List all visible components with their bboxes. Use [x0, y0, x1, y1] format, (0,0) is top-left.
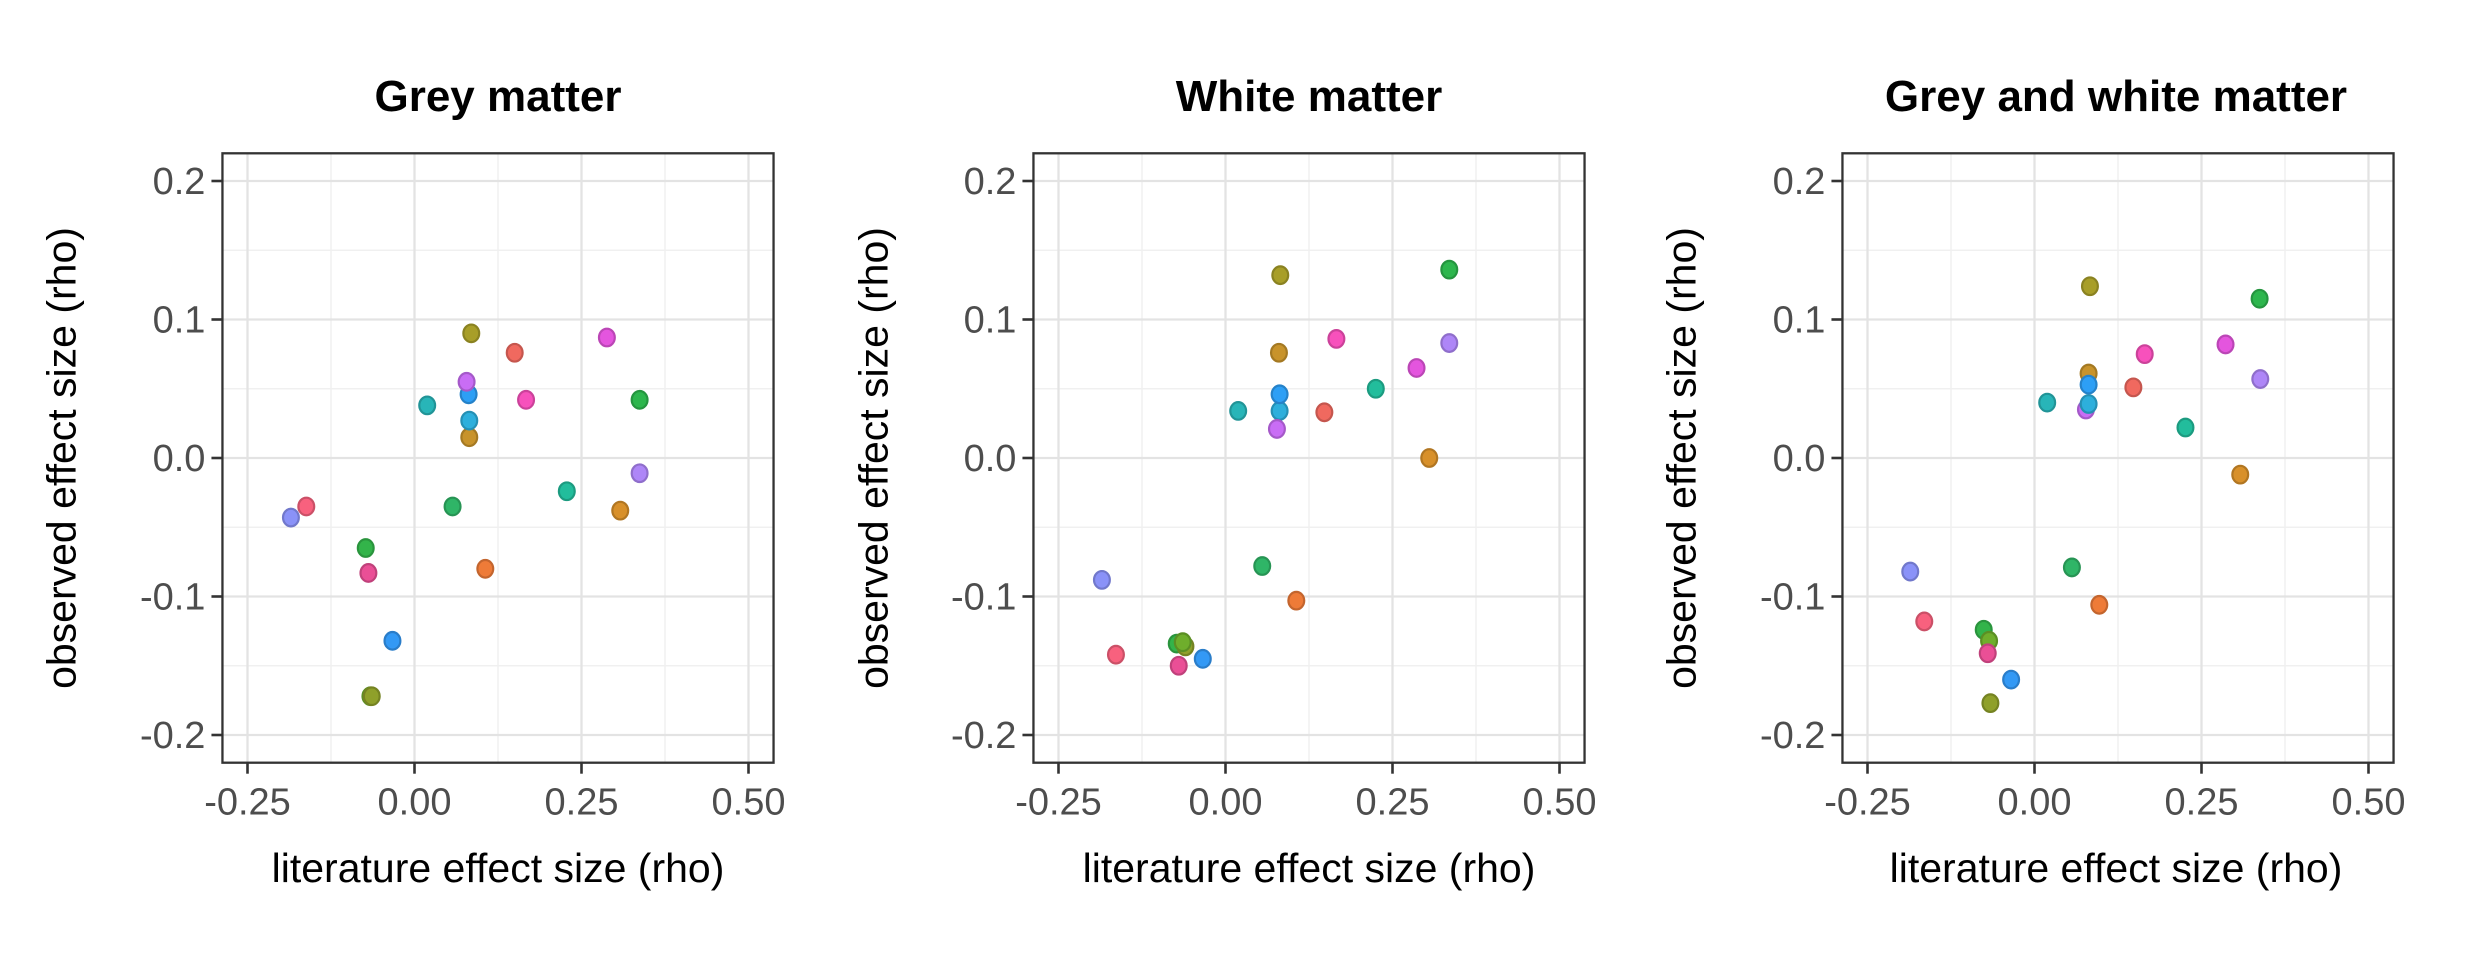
data-point-chartreuse [1173, 632, 1192, 653]
data-point-dark-olive [362, 686, 381, 707]
data-point-mustard [1269, 342, 1288, 363]
y-tick-label: 0.1 [964, 300, 1017, 342]
y-tick-label: 0.0 [964, 438, 1017, 480]
data-point-violet [457, 371, 476, 392]
y-axis-title: observed effect size (rho) [1658, 227, 1705, 689]
data-point-blue [383, 630, 402, 651]
x-tick-label: 0.50 [712, 782, 786, 824]
x-tick-label: 0.25 [2165, 782, 2239, 824]
data-point-periwinkle [281, 507, 300, 528]
y-tick-label: -0.2 [951, 715, 1016, 757]
x-tick-label: 0.25 [545, 782, 619, 824]
data-point-magenta [1407, 358, 1426, 378]
x-tick-label: -0.25 [1015, 782, 1102, 824]
panel-title-white-matter: White matter [1175, 72, 1443, 121]
x-tick-label: 0.50 [1523, 782, 1597, 824]
y-axis-title: observed effect size (rho) [38, 227, 85, 689]
x-tick-label: -0.25 [1824, 782, 1911, 824]
data-point-salmon [505, 342, 524, 363]
y-tick-label: 0.0 [1773, 438, 1826, 480]
data-point-cyan [2079, 394, 2098, 414]
x-tick-label: 0.25 [1356, 782, 1430, 824]
data-point-hot-pink [2135, 344, 2154, 365]
data-point-sky [1270, 384, 1289, 405]
panel-white-matter: -0.25 0.00 0.25 0.50 0.2 0.1 0.0 -0.1 -0.2 [951, 152, 1597, 824]
data-point-spring [557, 481, 576, 502]
data-point-teal [1229, 401, 1248, 421]
y-tick-label: 0.2 [964, 161, 1017, 203]
data-point-hot-pink [517, 389, 536, 410]
x-axis-title: literature effect size (rho) [1889, 845, 2343, 891]
y-tick-label: -0.1 [140, 577, 205, 619]
data-point-emerald [1253, 556, 1272, 576]
data-point-emerald [443, 496, 462, 517]
data-point-purple [1440, 333, 1459, 353]
data-point-teal [418, 395, 437, 416]
panel-grey-and-white-matter: -0.25 0.00 0.25 0.50 0.2 0.1 0.0 -0.1 -0.2 [1760, 152, 2406, 824]
data-point-periwinkle [1092, 569, 1111, 590]
y-tick-label: 0.1 [153, 300, 206, 342]
y-tick-label: -0.1 [951, 577, 1016, 619]
data-point-violet [1267, 419, 1286, 439]
data-point-purple [630, 463, 649, 484]
y-tick-label: 0.0 [153, 438, 206, 480]
data-point-purple [2251, 369, 2270, 389]
data-point-orange [476, 558, 495, 579]
data-point-deep-pink [1169, 655, 1188, 676]
data-point-blue [2002, 669, 2021, 690]
x-tick-label: -0.25 [204, 782, 291, 824]
data-point-deep-pink [1978, 643, 1997, 664]
data-point-rose [1915, 611, 1934, 632]
data-point-orange [1287, 590, 1306, 611]
x-axis-title: literature effect size (rho) [1082, 845, 1536, 891]
data-point-magenta [597, 327, 616, 348]
data-point-orange [2090, 594, 2109, 615]
data-point-salmon [1315, 402, 1334, 423]
data-point-olive [2080, 276, 2099, 297]
y-tick-label: 0.2 [1773, 161, 1826, 203]
y-tick-label: 0.1 [1773, 300, 1826, 342]
data-point-periwinkle [1901, 561, 1920, 582]
data-point-salmon [2124, 377, 2143, 398]
x-axis-title: literature effect size (rho) [271, 845, 725, 891]
data-point-spring [2176, 417, 2195, 438]
x-tick-label: 0.00 [1998, 782, 2072, 824]
data-point-bright-green [630, 389, 649, 410]
data-point-green [356, 538, 375, 558]
x-tick-label: 0.00 [1189, 782, 1263, 824]
data-point-mustard [460, 427, 479, 448]
y-tick-label: -0.2 [140, 715, 205, 757]
y-axis-title: observed effect size (rho) [850, 227, 897, 689]
data-point-teal [2038, 392, 2057, 413]
y-tick-label: -0.1 [1760, 577, 1825, 619]
data-point-olive [1271, 265, 1290, 286]
panel-title-grey-and-white-matter: Grey and white matter [1884, 72, 2348, 121]
data-point-bright-green [2250, 288, 2269, 309]
x-tick-label: 0.50 [2332, 782, 2406, 824]
data-point-olive [462, 323, 481, 344]
x-tick-label: 0.00 [378, 782, 452, 824]
data-point-sky [2079, 374, 2098, 395]
data-point-bright-green [1440, 259, 1459, 280]
data-point-hot-pink [1327, 328, 1346, 349]
data-point-amber [2231, 464, 2250, 485]
data-point-amber [1420, 448, 1439, 468]
data-point-blue [1193, 648, 1212, 669]
data-point-spring [1366, 378, 1385, 399]
data-point-deep-pink [359, 563, 378, 583]
data-point-cyan [460, 410, 479, 431]
data-point-magenta [2216, 334, 2235, 355]
data-point-rose [297, 496, 316, 517]
data-point-cyan [1270, 401, 1289, 421]
data-point-dark-olive [1981, 693, 2000, 714]
y-tick-label: 0.2 [153, 161, 206, 203]
panel-grey-matter: -0.25 0.00 0.25 0.50 0.2 0.1 0.0 -0.1 -0.2 [140, 152, 786, 824]
data-point-amber [611, 500, 630, 521]
data-point-emerald [2062, 557, 2081, 578]
panel-title-grey-matter: Grey matter [374, 72, 622, 121]
data-point-rose [1106, 644, 1125, 665]
y-tick-label: -0.2 [1760, 715, 1825, 757]
